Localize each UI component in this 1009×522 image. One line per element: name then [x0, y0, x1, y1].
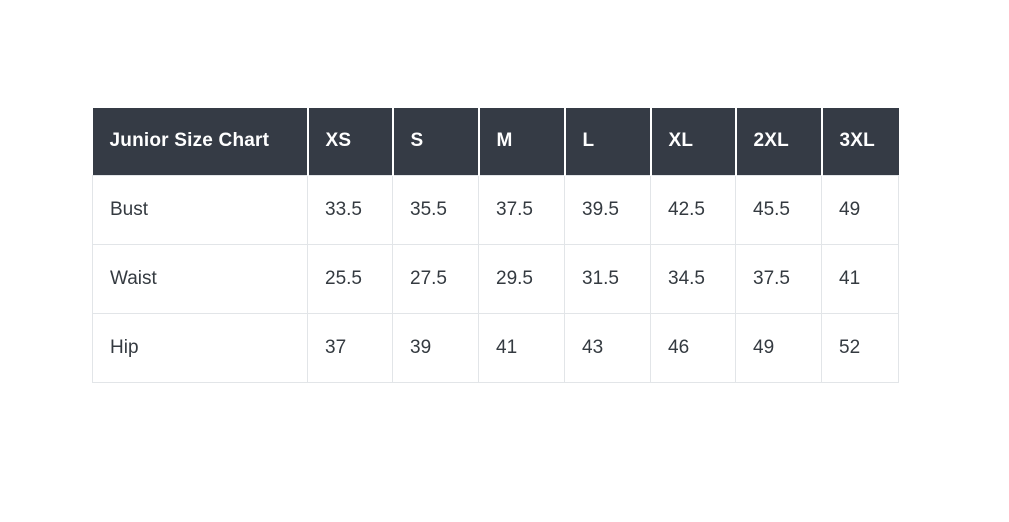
table-cell: 46: [650, 312, 736, 383]
table-cell: 39: [392, 312, 479, 383]
table-cell: 43: [564, 312, 651, 383]
table-cell: 52: [821, 312, 899, 383]
table-cell: 34.5: [650, 243, 736, 314]
table-cell: 25.5: [307, 243, 393, 314]
table-cell: 37.5: [478, 174, 565, 245]
table-cell: 41: [821, 243, 899, 314]
table-cell: 29.5: [478, 243, 565, 314]
table-title-cell: Junior Size Chart: [92, 108, 308, 175]
table-cell: 31.5: [564, 243, 651, 314]
row-label-bust: Bust: [92, 174, 308, 245]
size-chart-container: Junior Size Chart XS S M L XL 2XL 3XL Bu…: [92, 108, 899, 383]
table-cell: 41: [478, 312, 565, 383]
table-cell: 37: [307, 312, 393, 383]
table-cell: 39.5: [564, 174, 651, 245]
table-row-waist: Waist 25.5 27.5 29.5 31.5 34.5 37.5 41: [92, 243, 899, 314]
header-cell-size-s: S: [391, 108, 479, 175]
table-row-hip: Hip 37 39 41 43 46 49 52: [92, 312, 899, 383]
header-cell-size-l: L: [563, 108, 651, 175]
table-cell: 37.5: [735, 243, 822, 314]
table-row-bust: Bust 33.5 35.5 37.5 39.5 42.5 45.5 49: [92, 174, 899, 245]
junior-size-chart-table: Junior Size Chart XS S M L XL 2XL 3XL Bu…: [92, 108, 899, 383]
header-cell-size-xs: XS: [306, 108, 393, 175]
row-label-waist: Waist: [92, 243, 308, 314]
table-cell: 33.5: [307, 174, 393, 245]
table-cell: 45.5: [735, 174, 822, 245]
table-cell: 49: [821, 174, 899, 245]
table-header: Junior Size Chart XS S M L XL 2XL 3XL: [92, 108, 899, 175]
table-cell: 49: [735, 312, 822, 383]
table-cell: 42.5: [650, 174, 736, 245]
table-header-row: Junior Size Chart XS S M L XL 2XL 3XL: [92, 108, 899, 175]
row-label-hip: Hip: [92, 312, 308, 383]
header-cell-size-3xl: 3XL: [820, 108, 899, 175]
table-cell: 35.5: [392, 174, 479, 245]
header-cell-size-m: M: [477, 108, 565, 175]
table-cell: 27.5: [392, 243, 479, 314]
header-cell-size-xl: XL: [649, 108, 736, 175]
header-cell-size-2xl: 2XL: [734, 108, 822, 175]
table-body: Bust 33.5 35.5 37.5 39.5 42.5 45.5 49 Wa…: [92, 174, 899, 383]
